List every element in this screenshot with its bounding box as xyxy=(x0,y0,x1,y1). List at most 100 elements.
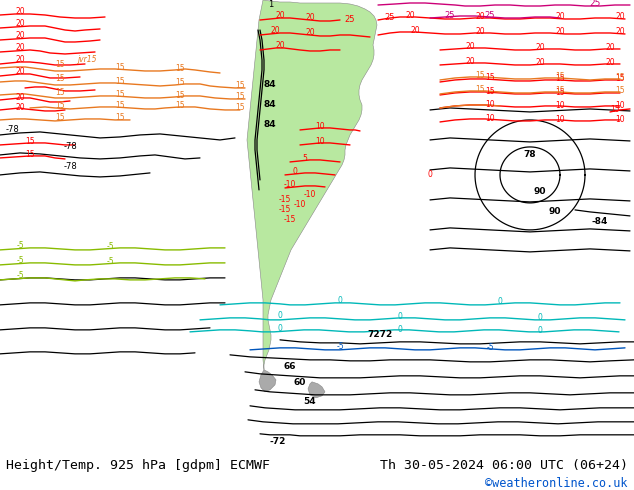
Text: 84: 84 xyxy=(264,121,276,129)
Text: 15: 15 xyxy=(615,74,625,83)
Text: 20: 20 xyxy=(605,44,615,52)
Text: 20: 20 xyxy=(405,11,415,21)
Text: Th 30-05-2024 06:00 UTC (06+24): Th 30-05-2024 06:00 UTC (06+24) xyxy=(380,459,628,471)
Text: -10: -10 xyxy=(284,180,296,190)
Text: 15: 15 xyxy=(555,86,565,96)
Text: 0: 0 xyxy=(398,312,403,321)
Polygon shape xyxy=(247,0,377,370)
Text: -15: -15 xyxy=(279,205,291,215)
Text: 20: 20 xyxy=(476,12,485,22)
Text: 10: 10 xyxy=(485,115,495,123)
Text: 15: 15 xyxy=(25,137,35,147)
Text: -15: -15 xyxy=(284,216,296,224)
Text: 15: 15 xyxy=(476,85,485,95)
Text: 20: 20 xyxy=(15,31,25,41)
Text: 20: 20 xyxy=(15,94,25,102)
Text: 15: 15 xyxy=(55,89,65,98)
Text: 10: 10 xyxy=(555,101,565,110)
Text: 15: 15 xyxy=(615,74,625,82)
Text: 15: 15 xyxy=(485,87,495,97)
Text: 20: 20 xyxy=(15,44,25,52)
Text: 5: 5 xyxy=(302,154,307,164)
Text: 15: 15 xyxy=(25,150,35,159)
Text: 20: 20 xyxy=(465,57,475,67)
Text: -10: -10 xyxy=(304,191,316,199)
Text: 20: 20 xyxy=(15,103,25,113)
Text: -5: -5 xyxy=(106,243,114,251)
Text: 15: 15 xyxy=(115,101,125,110)
Text: 20: 20 xyxy=(15,55,25,65)
Text: 20: 20 xyxy=(465,43,475,51)
Text: 20: 20 xyxy=(410,26,420,35)
Text: 15: 15 xyxy=(555,74,565,83)
Text: jvr15: jvr15 xyxy=(78,55,98,64)
Text: 90: 90 xyxy=(549,207,561,217)
Text: 25: 25 xyxy=(444,11,455,21)
Text: 25: 25 xyxy=(485,11,495,21)
Text: 20: 20 xyxy=(615,12,625,22)
Text: 15: 15 xyxy=(485,74,495,82)
Text: 84: 84 xyxy=(264,100,276,109)
Text: 0: 0 xyxy=(427,171,432,179)
Text: 15: 15 xyxy=(235,93,245,101)
Text: -15: -15 xyxy=(279,196,291,204)
Text: 15: 15 xyxy=(115,64,125,73)
Text: -78: -78 xyxy=(5,125,19,134)
Text: 0: 0 xyxy=(278,311,282,320)
Text: -5: -5 xyxy=(106,257,114,267)
Text: 25: 25 xyxy=(590,0,600,8)
Text: 15: 15 xyxy=(555,73,565,81)
Text: 20: 20 xyxy=(605,58,615,68)
Text: 1: 1 xyxy=(268,0,274,9)
Text: 60: 60 xyxy=(294,378,306,388)
Text: 20: 20 xyxy=(555,12,565,22)
Text: 20: 20 xyxy=(535,44,545,52)
Text: 0: 0 xyxy=(538,314,543,322)
Text: 20: 20 xyxy=(270,26,280,35)
Text: 20: 20 xyxy=(275,11,285,21)
Text: -5: -5 xyxy=(486,343,494,352)
Text: 15: 15 xyxy=(115,91,125,99)
Text: 15: 15 xyxy=(476,72,485,80)
Text: 84: 84 xyxy=(264,80,276,90)
Text: 15: 15 xyxy=(555,89,565,98)
Text: 20: 20 xyxy=(15,68,25,76)
Text: 15: 15 xyxy=(610,105,620,115)
Text: 10: 10 xyxy=(615,101,625,110)
Text: 10: 10 xyxy=(555,116,565,124)
Text: 78: 78 xyxy=(524,150,536,159)
Text: 15: 15 xyxy=(55,60,65,70)
Text: 15: 15 xyxy=(55,74,65,83)
Text: -10: -10 xyxy=(294,200,306,209)
Text: 20: 20 xyxy=(615,27,625,36)
Text: 15: 15 xyxy=(235,81,245,91)
Text: 0: 0 xyxy=(498,297,502,306)
Text: -72: -72 xyxy=(270,437,286,446)
Text: -78: -78 xyxy=(63,143,77,151)
Text: 0: 0 xyxy=(292,168,297,176)
Text: 20: 20 xyxy=(15,20,25,28)
Text: 0: 0 xyxy=(278,324,282,333)
Text: 10: 10 xyxy=(615,116,625,124)
Text: 15: 15 xyxy=(175,101,185,110)
Text: 15: 15 xyxy=(115,77,125,86)
Text: 0: 0 xyxy=(398,325,403,334)
Text: 20: 20 xyxy=(476,27,485,36)
Text: 90: 90 xyxy=(534,187,547,196)
Text: -5: -5 xyxy=(16,271,24,280)
Text: 66: 66 xyxy=(284,362,296,371)
Text: 0: 0 xyxy=(337,296,342,305)
Text: 15: 15 xyxy=(615,86,625,96)
Text: ©weatheronline.co.uk: ©weatheronline.co.uk xyxy=(485,477,628,490)
Text: 7272: 7272 xyxy=(367,330,392,340)
Text: -5: -5 xyxy=(16,242,24,250)
Text: 15: 15 xyxy=(115,114,125,122)
Text: -78: -78 xyxy=(63,162,77,171)
Text: Height/Temp. 925 hPa [gdpm] ECMWF: Height/Temp. 925 hPa [gdpm] ECMWF xyxy=(6,459,270,471)
Text: 10: 10 xyxy=(485,100,495,109)
Text: 10: 10 xyxy=(315,122,325,131)
Text: 20: 20 xyxy=(15,7,25,17)
Text: 54: 54 xyxy=(304,397,316,406)
Text: 20: 20 xyxy=(305,14,315,23)
Text: 15: 15 xyxy=(55,114,65,122)
